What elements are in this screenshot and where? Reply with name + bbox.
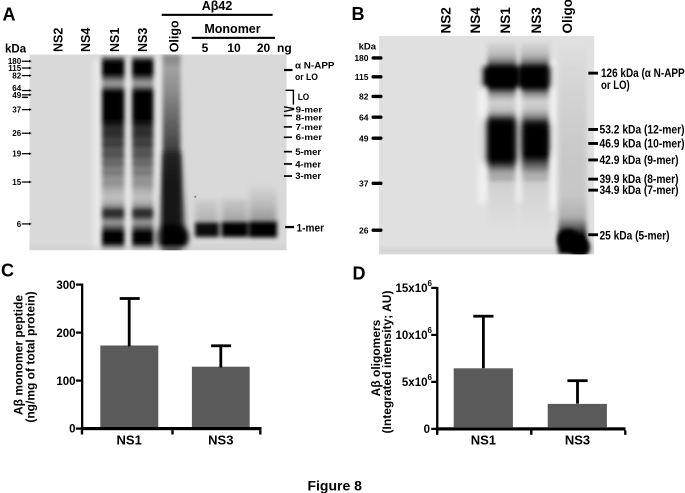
svg-text:64: 64 (12, 84, 21, 93)
svg-text:Aβ42: Aβ42 (202, 0, 233, 13)
svg-text:kDa: kDa (359, 41, 377, 52)
svg-text:or LO: or LO (295, 72, 318, 83)
svg-text:kDa: kDa (5, 44, 27, 56)
svg-text:or LO): or LO) (601, 80, 630, 92)
svg-text:6: 6 (428, 279, 433, 288)
svg-text:7-mer: 7-mer (296, 122, 323, 132)
svg-text:A: A (3, 5, 16, 25)
svg-text:6: 6 (428, 326, 433, 335)
svg-text:ng: ng (277, 41, 292, 55)
svg-text:46.9 kDa (10-mer): 46.9 kDa (10-mer) (600, 138, 685, 150)
svg-text:Monomer: Monomer (204, 22, 260, 36)
svg-text:Oligo: Oligo (560, 0, 575, 34)
svg-text:NS4: NS4 (79, 28, 93, 52)
svg-text:37: 37 (359, 178, 369, 188)
svg-text:Figure 8: Figure 8 (307, 477, 362, 493)
svg-text:α N-APP: α N-APP (295, 61, 335, 72)
svg-text:5-mer: 5-mer (295, 147, 321, 158)
svg-text:115: 115 (8, 64, 21, 73)
svg-text:25 kDa (5-mer): 25 kDa (5-mer) (600, 231, 670, 243)
svg-text:100: 100 (56, 376, 75, 388)
svg-text:0: 0 (69, 423, 75, 435)
svg-text:NS4: NS4 (468, 7, 483, 34)
svg-text:49: 49 (12, 91, 21, 100)
svg-text:NS3: NS3 (529, 7, 544, 34)
svg-text:19: 19 (12, 150, 21, 159)
svg-text:9-mer: 9-mer (296, 105, 323, 115)
svg-text:300: 300 (56, 280, 75, 292)
svg-text:6: 6 (17, 220, 22, 229)
svg-text:NS1: NS1 (471, 433, 496, 448)
svg-text:49: 49 (359, 133, 369, 143)
svg-text:115: 115 (355, 72, 369, 82)
svg-text:NS3: NS3 (208, 433, 233, 448)
svg-text:6-mer: 6-mer (296, 132, 323, 142)
svg-text:(ng/mg of total protein): (ng/mg of total protein) (24, 291, 38, 422)
svg-text:64: 64 (359, 112, 369, 122)
svg-text:42.9 kDa (9-mer): 42.9 kDa (9-mer) (600, 155, 679, 167)
svg-text:126 kDa (α N-APP: 126 kDa (α N-APP (601, 68, 685, 80)
svg-text:39.9 kDa (8-mer): 39.9 kDa (8-mer) (600, 174, 679, 186)
svg-text:1-mer: 1-mer (297, 223, 325, 235)
svg-text:8-mer: 8-mer (296, 112, 323, 122)
svg-text:82: 82 (12, 72, 21, 81)
svg-text:C: C (1, 261, 14, 281)
svg-text:10: 10 (227, 41, 241, 55)
svg-text:82: 82 (359, 92, 369, 102)
svg-text:3-mer: 3-mer (295, 171, 321, 182)
svg-text:Aβ monomer peptide: Aβ monomer peptide (12, 295, 26, 415)
svg-text:200: 200 (56, 328, 75, 340)
svg-text:NS1: NS1 (117, 433, 142, 448)
svg-text:5x10: 5x10 (402, 377, 428, 389)
svg-text:15x10: 15x10 (396, 283, 428, 295)
svg-text:15: 15 (12, 178, 21, 187)
svg-text:53.2 kDa (12-mer): 53.2 kDa (12-mer) (600, 124, 685, 136)
svg-text:LO: LO (298, 92, 310, 102)
svg-text:Aβ oligomers: Aβ oligomers (369, 319, 383, 396)
svg-text:6: 6 (428, 373, 433, 382)
svg-text:NS3: NS3 (136, 28, 150, 52)
svg-text:20: 20 (257, 41, 271, 55)
svg-text:26: 26 (12, 129, 21, 138)
svg-text:NS3: NS3 (565, 433, 590, 448)
svg-text:10x10: 10x10 (396, 330, 428, 342)
svg-text:180: 180 (354, 53, 368, 63)
svg-text:26: 26 (359, 225, 369, 235)
svg-text:(Integrated intensity; AU): (Integrated intensity; AU) (380, 291, 394, 434)
svg-text:NS2: NS2 (52, 28, 66, 52)
svg-text:0: 0 (424, 424, 430, 436)
svg-text:NS2: NS2 (438, 7, 453, 33)
svg-text:D: D (353, 264, 366, 284)
svg-text:NS1: NS1 (498, 7, 513, 34)
svg-text:B: B (352, 4, 365, 24)
svg-text:NS1: NS1 (108, 28, 122, 52)
svg-text:5: 5 (202, 41, 209, 55)
svg-text:180: 180 (8, 57, 22, 66)
svg-text:Oligo: Oligo (167, 20, 181, 52)
svg-text:34.9 kDa (7-mer): 34.9 kDa (7-mer) (600, 185, 679, 197)
svg-text:4-mer: 4-mer (295, 159, 321, 170)
svg-text:37: 37 (12, 106, 21, 115)
